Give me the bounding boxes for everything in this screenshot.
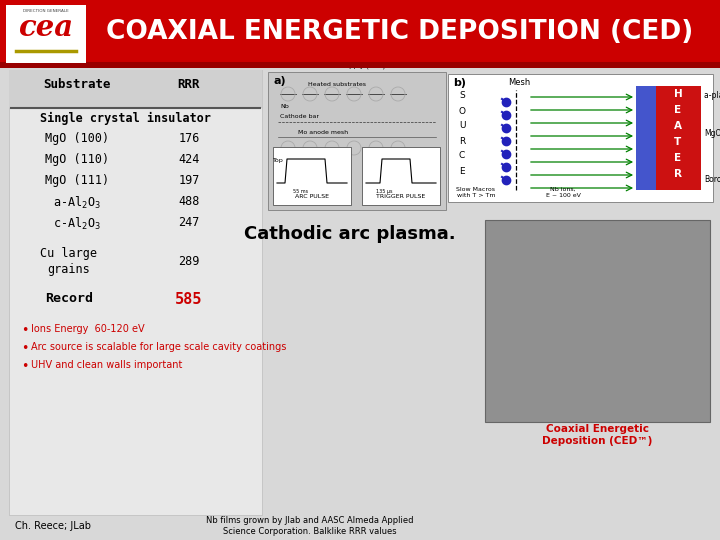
- Text: c-Al$_2$O$_3$: c-Al$_2$O$_3$: [53, 216, 101, 232]
- Text: E: E: [675, 105, 682, 115]
- Text: MgO (110): MgO (110): [45, 153, 109, 166]
- Text: 135 μs: 135 μs: [376, 189, 392, 194]
- Bar: [362, 147, 440, 205]
- Bar: [9, 70, 262, 108]
- Text: R: R: [674, 169, 682, 179]
- Text: T: T: [675, 137, 682, 147]
- Text: Top: Top: [273, 158, 284, 163]
- Text: 424: 424: [179, 153, 199, 166]
- Bar: [656, 86, 701, 190]
- Text: cea: cea: [19, 12, 73, 42]
- Bar: [485, 220, 710, 422]
- Text: a-Al$_2$O$_3$: a-Al$_2$O$_3$: [53, 195, 101, 211]
- Text: MgO (100): MgO (100): [45, 132, 109, 145]
- Text: Record: Record: [45, 292, 93, 305]
- Text: R: R: [459, 137, 465, 145]
- Text: 247: 247: [179, 216, 199, 229]
- Text: E: E: [459, 166, 465, 176]
- Text: Cu large: Cu large: [40, 247, 97, 260]
- Text: Slow Macros
with T > Tm: Slow Macros with T > Tm: [456, 187, 495, 198]
- Text: C: C: [459, 152, 465, 160]
- Text: TRIGGER PULSE: TRIGGER PULSE: [377, 194, 426, 199]
- Text: a-plane sapp.: a-plane sapp.: [704, 91, 720, 100]
- Text: Nb films grown by Jlab and AASC Almeda Applied
Science Corporation. Balklike RRR: Nb films grown by Jlab and AASC Almeda A…: [206, 516, 414, 536]
- Text: Ch. Reece; JLab: Ch. Reece; JLab: [15, 521, 91, 531]
- Text: •: •: [21, 342, 28, 355]
- Text: Mo anode mesh: Mo anode mesh: [298, 130, 348, 135]
- Text: UHV and clean walls important: UHV and clean walls important: [31, 360, 182, 370]
- Text: DC Supply (50A): DC Supply (50A): [328, 63, 386, 69]
- Text: Arc source is scalable for large scale cavity coatings: Arc source is scalable for large scale c…: [31, 342, 287, 352]
- Text: Mesh: Mesh: [508, 78, 530, 87]
- Text: Coaxial Energetic
Deposition (CED™): Coaxial Energetic Deposition (CED™): [542, 424, 653, 446]
- Text: DIRECTION GENERALE: DIRECTION GENERALE: [23, 9, 69, 13]
- Text: 55 ms: 55 ms: [293, 189, 308, 194]
- Text: U: U: [459, 122, 465, 131]
- Text: Cathode bar: Cathode bar: [280, 114, 319, 119]
- Text: MgO(100): MgO(100): [704, 129, 720, 138]
- Text: H: H: [674, 89, 683, 99]
- Text: 488: 488: [179, 195, 199, 208]
- Text: COAXIAL ENERGETIC DEPOSITION (CED): COAXIAL ENERGETIC DEPOSITION (CED): [107, 19, 693, 45]
- Text: ARC PULSE: ARC PULSE: [295, 194, 329, 199]
- Text: Substrate: Substrate: [43, 78, 111, 91]
- Text: Single crystal insulator: Single crystal insulator: [40, 112, 211, 125]
- Bar: [6, 5, 86, 63]
- Text: 289: 289: [179, 255, 199, 268]
- Bar: [0, 62, 720, 68]
- Text: RRR: RRR: [178, 78, 200, 91]
- Bar: [9, 70, 262, 515]
- Text: Nb ions,
E ~ 100 eV: Nb ions, E ~ 100 eV: [546, 187, 580, 198]
- Text: A: A: [674, 121, 682, 131]
- Text: S: S: [459, 91, 465, 100]
- Text: O: O: [459, 106, 466, 116]
- Text: Cathodic arc plasma.: Cathodic arc plasma.: [244, 225, 456, 243]
- Text: •: •: [21, 324, 28, 337]
- Text: a): a): [274, 76, 287, 86]
- Bar: [636, 86, 656, 190]
- Text: MgO (111): MgO (111): [45, 174, 109, 187]
- Text: E: E: [675, 153, 682, 163]
- Bar: [0, 0, 720, 68]
- Text: 176: 176: [179, 132, 199, 145]
- Bar: [273, 147, 351, 205]
- Text: 585: 585: [175, 292, 203, 307]
- Text: 197: 197: [179, 174, 199, 187]
- Text: Heated substrates: Heated substrates: [308, 82, 366, 87]
- Text: •: •: [21, 360, 28, 373]
- Text: Nb: Nb: [280, 104, 289, 109]
- Text: Borosilicate: Borosilicate: [704, 176, 720, 185]
- Text: b): b): [453, 78, 466, 88]
- Bar: [448, 74, 713, 202]
- Text: Ions Energy  60-120 eV: Ions Energy 60-120 eV: [31, 324, 145, 334]
- Bar: [268, 72, 446, 210]
- Text: grains: grains: [48, 263, 91, 276]
